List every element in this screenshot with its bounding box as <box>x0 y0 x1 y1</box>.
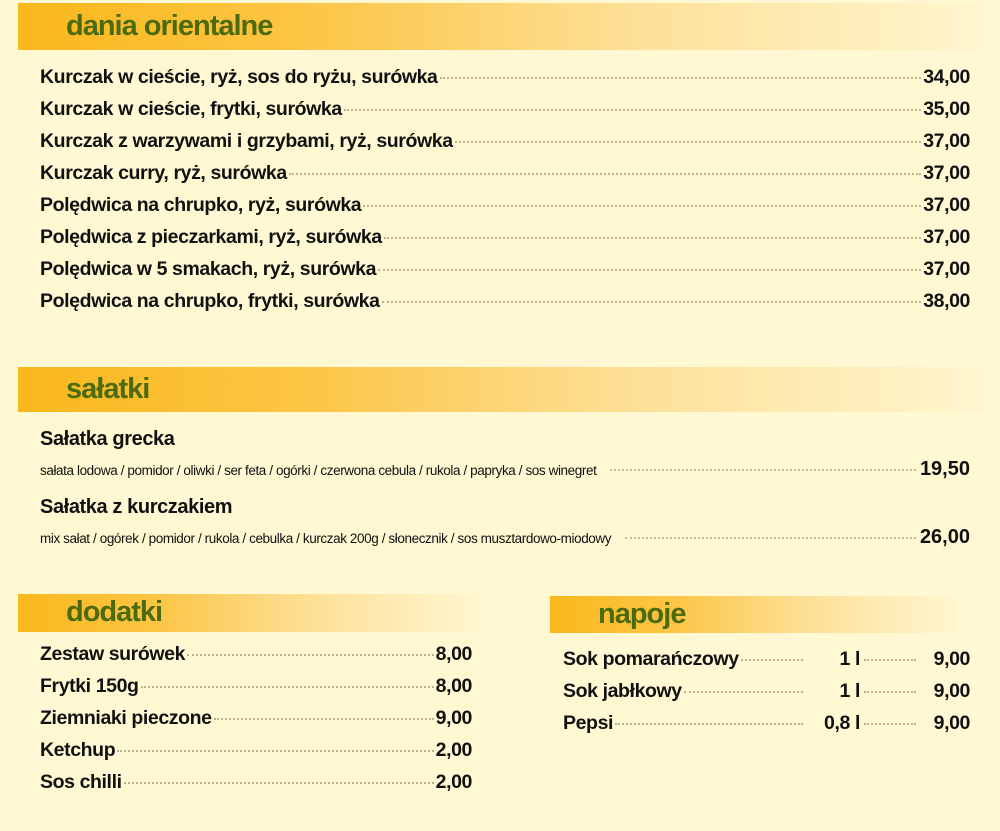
item-name: Sałatka grecka <box>40 428 175 450</box>
section-header-drinks: napoje <box>550 596 955 633</box>
drink-item: Sok jabłkowy 1 l 9,00 <box>563 675 970 707</box>
item-name: Sałatka z kurczakiem <box>40 496 233 518</box>
item-name: Polędwica z pieczarkami, ryż, surówka <box>40 226 382 248</box>
menu-item: Zestaw surówek 8,00 <box>40 638 472 670</box>
menu-item: Polędwica na chrupko, frytki, surówka 38,… <box>40 285 970 317</box>
menu-item: Kurczak w cieście, ryż, sos do ryżu, sur… <box>40 61 970 93</box>
dotted-leader <box>615 723 803 725</box>
item-name: Sos chilli <box>40 771 122 793</box>
item-name: Sok jabłkowy <box>563 680 682 702</box>
menu-item: Ketchup 2,00 <box>40 734 472 766</box>
item-price: 9,00 <box>933 680 971 702</box>
item-name: Sok pomarańczowy <box>563 648 739 670</box>
item-name: Pepsi <box>563 712 614 734</box>
item-price: 2,00 <box>435 739 473 761</box>
item-name: Polędwica na chrupko, ryż, surówka <box>40 194 362 216</box>
menu-item: Kurczak w cieście, frytki, surówka 35,00 <box>40 93 970 125</box>
dotted-leader <box>363 205 922 207</box>
section-title: dodatki <box>66 595 163 628</box>
section-title: dania orientalne <box>66 9 273 42</box>
item-volume: 1 l <box>839 648 861 670</box>
item-price: 37,00 <box>923 226 970 248</box>
item-name: Kurczak w cieście, frytki, surówka <box>40 98 342 120</box>
menu-item: Frytki 150g 8,00 <box>40 670 472 702</box>
item-price: 37,00 <box>923 258 970 280</box>
salad-item: Sałatka z kurczakiem mix sałat / ogórek /… <box>40 492 970 552</box>
dotted-leader <box>864 691 916 693</box>
section-title: napoje <box>598 597 686 630</box>
dotted-leader <box>123 782 434 784</box>
item-name: Frytki 150g <box>40 675 139 697</box>
item-price: 8,00 <box>435 643 473 665</box>
item-name: Kurczak w cieście, ryż, sos do ryżu, sur… <box>40 66 438 88</box>
dotted-leader <box>625 537 916 539</box>
item-price: 34,00 <box>923 66 970 88</box>
item-volume: 1 l <box>839 680 861 702</box>
section-header-extras: dodatki <box>18 594 480 632</box>
menu-item: Kurczak curry, ryż, surówka 37,00 <box>40 157 970 189</box>
drinks-menu-list: Sok pomarańczowy 1 l 9,00 Sok jabłkowy 1 l 9,… <box>563 643 970 739</box>
item-name: Kurczak curry, ryż, surówka <box>40 162 287 184</box>
item-description: sałata lodowa / pomidor / oliwki / ser f… <box>40 463 597 478</box>
drink-item: Sok pomarańczowy 1 l 9,00 <box>563 643 970 675</box>
dotted-leader <box>187 654 434 656</box>
salad-line: mix sałat / ogórek / pomidor / rukola / … <box>40 522 970 552</box>
item-price: 19,50 <box>919 458 970 480</box>
item-price: 37,00 <box>923 130 970 152</box>
dotted-leader <box>378 269 922 271</box>
drink-item: Pepsi 0,8 l 9,00 <box>563 707 970 739</box>
dotted-leader <box>610 469 916 471</box>
section-header-salads: sałatki <box>18 367 985 412</box>
item-name: Zestaw surówek <box>40 643 186 665</box>
dotted-leader <box>140 686 434 688</box>
item-price: 35,00 <box>923 98 970 120</box>
item-price: 2,00 <box>435 771 473 793</box>
item-price: 9,00 <box>435 707 473 729</box>
menu-item: Polędwica na chrupko, ryż, surówka 37,00 <box>40 189 970 221</box>
dotted-leader <box>288 173 922 175</box>
item-name: Ketchup <box>40 739 116 761</box>
salads-menu-list: Sałatka grecka sałata lodowa / pomidor / … <box>40 424 970 560</box>
item-name: Ziemniaki pieczone <box>40 707 212 729</box>
item-name: Kurczak z warzywami i grzybami, ryż, sur… <box>40 130 453 152</box>
menu-item: Ziemniaki pieczone 9,00 <box>40 702 472 734</box>
item-price: 37,00 <box>923 194 970 216</box>
oriental-menu-list: Kurczak w cieście, ryż, sos do ryżu, sur… <box>40 61 970 317</box>
item-description: mix sałat / ogórek / pomidor / rukola / … <box>40 531 612 546</box>
dotted-leader <box>213 718 434 720</box>
salad-line: sałata lodowa / pomidor / oliwki / ser f… <box>40 454 970 484</box>
dotted-leader <box>683 691 803 693</box>
menu-item: Polędwica z pieczarkami, ryż, surówka 37,… <box>40 221 970 253</box>
item-price: 26,00 <box>919 526 970 548</box>
dotted-leader <box>381 301 922 303</box>
dotted-leader <box>117 750 434 752</box>
dotted-leader <box>343 109 922 111</box>
menu-item: Polędwica w 5 smakach, ryż, surówka 37,00 <box>40 253 970 285</box>
dotted-leader <box>864 659 916 661</box>
dotted-leader <box>740 659 803 661</box>
section-title: sałatki <box>66 372 150 405</box>
menu-item: Kurczak z warzywami i grzybami, ryż, sur… <box>40 125 970 157</box>
section-header-oriental: dania orientalne <box>18 3 985 50</box>
salad-item: Sałatka grecka sałata lodowa / pomidor / … <box>40 424 970 484</box>
dotted-leader <box>864 723 916 725</box>
dotted-leader <box>454 141 922 143</box>
item-price: 8,00 <box>435 675 473 697</box>
dotted-leader <box>383 237 922 239</box>
dotted-leader <box>439 77 922 79</box>
item-name: Polędwica w 5 smakach, ryż, surówka <box>40 258 377 280</box>
extras-menu-list: Zestaw surówek 8,00 Frytki 150g 8,00 Ziemnia… <box>40 638 472 798</box>
item-price: 9,00 <box>933 712 971 734</box>
item-volume: 0,8 l <box>824 712 860 734</box>
item-name: Polędwica na chrupko, frytki, surówka <box>40 290 380 312</box>
menu-item: Sos chilli 2,00 <box>40 766 472 798</box>
item-price: 38,00 <box>923 290 970 312</box>
item-price: 37,00 <box>923 162 970 184</box>
item-price: 9,00 <box>933 648 971 670</box>
